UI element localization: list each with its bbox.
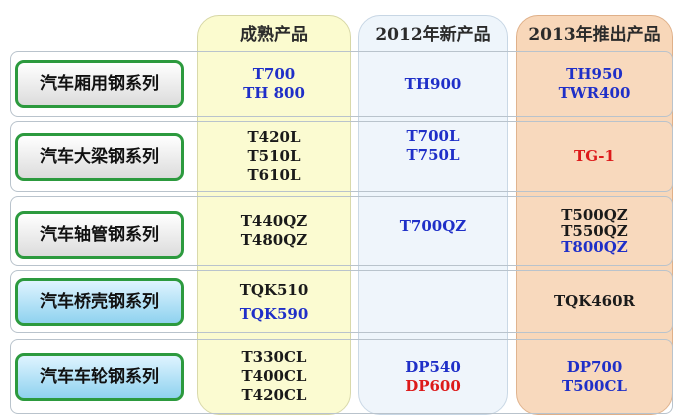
row-label-wheel-steel: 汽车车轮钢系列 xyxy=(15,353,184,401)
cell-wheel-2013: DP700 T500CL xyxy=(516,339,673,414)
product-name: T700L xyxy=(406,127,460,145)
cell-axle-tube-2013: T500QZ T550QZ T800QZ xyxy=(516,196,673,266)
cell-axle-tube-mature: T440QZ T480QZ xyxy=(197,196,351,266)
cell-frame-2013: TG-1 xyxy=(516,121,673,192)
product-name: T420L xyxy=(247,128,301,146)
product-name: T700 xyxy=(252,65,296,83)
product-name: T700QZ xyxy=(399,216,467,235)
cell-wheel-2012: DP540 DP600 xyxy=(358,339,508,414)
cell-carriage-2012: TH900 xyxy=(358,51,508,117)
column-2012-new-products: 2012年新产品 xyxy=(358,15,508,415)
column-header-2012: 2012年新产品 xyxy=(375,25,491,45)
product-name: T510L xyxy=(247,147,301,165)
column-2013-launch-products: 2013年推出产品 xyxy=(516,15,673,415)
product-name: T400CL xyxy=(241,367,307,385)
product-name: TQK460R xyxy=(553,292,636,310)
product-name: T500CL xyxy=(562,376,627,395)
column-header-2013: 2013年推出产品 xyxy=(528,25,661,45)
product-name: T420CL xyxy=(241,386,307,404)
product-name: DP540 xyxy=(405,357,461,376)
cell-axle-tube-2012: T700QZ xyxy=(358,196,508,256)
product-name: DP700 xyxy=(566,357,623,376)
row-label-carriage-steel: 汽车厢用钢系列 xyxy=(15,60,184,108)
cell-wheel-mature: T330CL T400CL T420CL xyxy=(197,339,351,414)
product-name: T440QZ xyxy=(240,212,308,230)
product-name: T610L xyxy=(247,166,301,184)
product-name: T480QZ xyxy=(240,231,308,249)
row-label-axle-tube-steel: 汽车轴管钢系列 xyxy=(15,211,184,259)
product-name: T500QZ xyxy=(561,206,628,224)
product-name: T330CL xyxy=(241,348,307,366)
cell-axle-housing-2012 xyxy=(358,270,508,333)
product-name: DP600 xyxy=(405,376,461,395)
column-header-mature: 成熟产品 xyxy=(240,25,308,45)
product-name: T800QZ xyxy=(561,238,628,256)
cell-frame-mature: T420L T510L T610L xyxy=(197,121,351,192)
column-mature-products: 成熟产品 xyxy=(197,15,351,415)
row-label-frame-steel: 汽车大梁钢系列 xyxy=(15,133,184,181)
cell-frame-2012: T700L T750L xyxy=(358,121,508,171)
cell-carriage-2013: TH950 TWR400 xyxy=(516,51,673,117)
product-name: TQK590 xyxy=(239,304,309,323)
product-name: T750L xyxy=(406,146,460,164)
product-name: TH 800 xyxy=(243,84,305,102)
cell-axle-housing-2013: TQK460R xyxy=(516,270,673,333)
row-band-wheel-steel xyxy=(10,339,673,414)
product-name: TWR400 xyxy=(558,84,631,102)
product-name: TH950 xyxy=(566,65,623,83)
row-label-axle-housing-steel: 汽车桥壳钢系列 xyxy=(15,278,184,326)
product-name: T550QZ xyxy=(561,222,628,240)
product-name: TG-1 xyxy=(574,147,615,165)
cell-carriage-mature: T700 TH 800 xyxy=(197,51,351,117)
product-name: TH900 xyxy=(404,74,462,93)
cell-axle-housing-mature: TQK510 TQK590 xyxy=(197,270,351,333)
product-name: TQK510 xyxy=(239,280,309,299)
